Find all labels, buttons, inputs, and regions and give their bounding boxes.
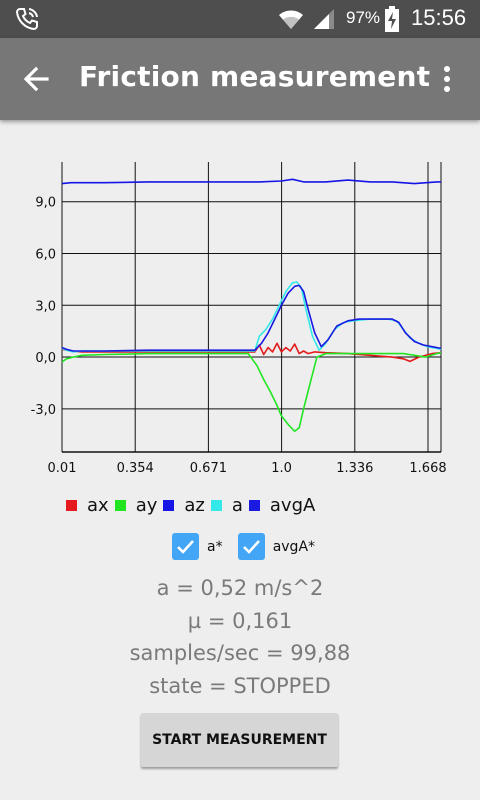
y-tick-label: 6,0 — [35, 247, 56, 262]
legend-swatch — [248, 500, 260, 511]
chart-svg: 0.01 0.354 0.671 1.0 1.336 1.668 9,0 6,0 3,0 0,0 -… — [31, 162, 447, 476]
acceleration-chart: 0.01 0.354 0.671 1.0 1.336 1.668 9,0 6,0 3,0 0,0 -… — [0, 150, 480, 480]
legend-swatch — [210, 500, 222, 511]
y-tick-label: 9,0 — [35, 196, 56, 211]
checkbox-label: avgA* — [272, 538, 316, 555]
series-line-avgA — [61, 284, 442, 352]
stats-panel: a = 0,52 m/s^2 µ = 0,161 samples/sec = 9… — [0, 572, 480, 702]
legend-item-az: az — [163, 495, 205, 516]
legend-label: avgA — [269, 495, 316, 516]
y-tick-label: 0,0 — [35, 351, 56, 366]
app-bar: Friction measurement — [0, 38, 480, 120]
checkbox-checked-icon[interactable] — [237, 533, 265, 560]
checkbox-avga-star[interactable]: avgA* — [237, 533, 316, 560]
checkbox-group: a* avgA* — [172, 533, 325, 563]
status-bar: 97% 15:56 — [0, 0, 480, 38]
checkbox-a-star[interactable]: a* — [172, 533, 223, 560]
phone-call-icon — [15, 8, 38, 31]
arrow-back-icon[interactable] — [18, 61, 54, 97]
legend-item-ax: ax — [66, 495, 109, 516]
legend-label: ay — [135, 495, 158, 516]
legend-item-a: a — [210, 495, 243, 516]
page-title: Friction measurement — [79, 60, 431, 93]
wifi-icon — [279, 10, 303, 29]
checkbox-checked-icon[interactable] — [172, 533, 199, 560]
clock: 15:56 — [411, 5, 467, 30]
legend-label: az — [184, 495, 205, 516]
x-tick-label: 1.668 — [409, 461, 446, 476]
legend-label: ax — [87, 495, 109, 516]
x-tick-label: 1.336 — [336, 461, 373, 476]
legend-label: a — [231, 495, 243, 516]
signal-icon — [314, 9, 334, 29]
y-tick-label: -3,0 — [31, 403, 56, 418]
sample-rate-value: samples/sec = 99,88 — [129, 641, 351, 665]
x-tick-label: 0.354 — [117, 461, 154, 476]
acceleration-value: a = 0,52 m/s^2 — [156, 576, 324, 600]
series-line-ax — [61, 342, 442, 363]
battery-percent: 97% — [346, 8, 381, 27]
legend-item-avgA: avgA — [248, 495, 316, 516]
x-tick-label: 0.671 — [190, 461, 227, 476]
series-line-ay — [61, 351, 442, 433]
plot-area — [62, 162, 441, 452]
legend-item-ay: ay — [114, 495, 158, 516]
more-vert-icon[interactable] — [432, 62, 462, 96]
checkbox-label: a* — [207, 538, 223, 555]
legend-swatch — [66, 500, 77, 511]
legend-swatch — [163, 500, 175, 511]
legend-swatch — [114, 500, 126, 511]
battery-charging-icon — [385, 6, 399, 32]
friction-coefficient-value: µ = 0,161 — [187, 608, 293, 633]
y-tick-label: 3,0 — [35, 299, 56, 314]
state-value: state = STOPPED — [149, 673, 331, 698]
x-tick-label: 0.01 — [48, 461, 77, 476]
x-tick-label: 1.0 — [271, 461, 292, 476]
chart-legend: ax ay az a avgA — [66, 495, 321, 519]
series-line-az — [61, 178, 441, 185]
start-measurement-button[interactable]: START MEASUREMENT — [141, 713, 338, 767]
